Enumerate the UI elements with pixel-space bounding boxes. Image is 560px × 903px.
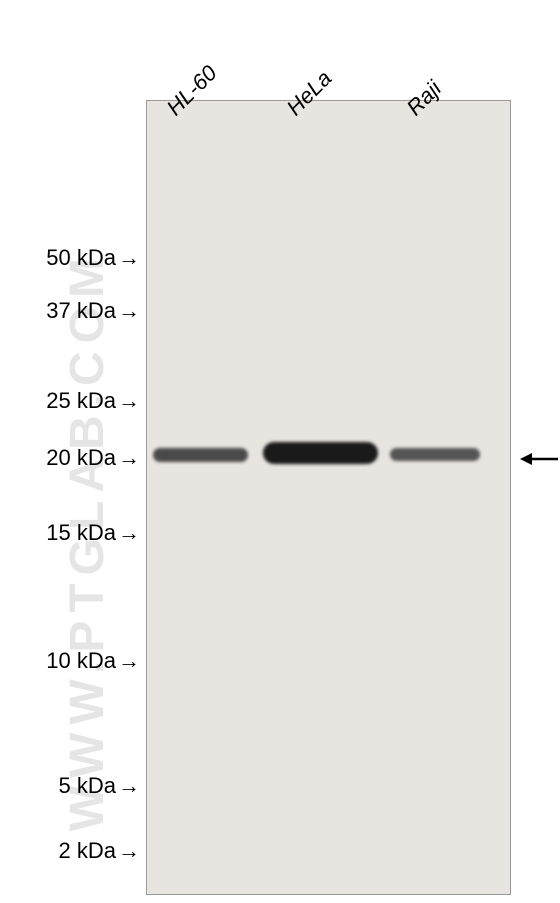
protein-band bbox=[390, 448, 480, 461]
blot-container: WWW.PTGLAB.COM HL-60HeLaRaji 50 kDa→37 k… bbox=[0, 0, 560, 903]
marker-label: 15 kDa→ bbox=[10, 520, 140, 546]
marker-label: 50 kDa→ bbox=[10, 245, 140, 271]
marker-label: 10 kDa→ bbox=[10, 648, 140, 674]
blot-membrane bbox=[146, 100, 511, 895]
protein-band bbox=[153, 448, 248, 462]
marker-label: 2 kDa→ bbox=[10, 838, 140, 864]
marker-label: 37 kDa→ bbox=[10, 298, 140, 324]
marker-label: 20 kDa→ bbox=[10, 445, 140, 471]
target-band-arrow bbox=[520, 444, 560, 476]
marker-label: 25 kDa→ bbox=[10, 388, 140, 414]
marker-label: 5 kDa→ bbox=[10, 773, 140, 799]
protein-band bbox=[263, 442, 378, 464]
